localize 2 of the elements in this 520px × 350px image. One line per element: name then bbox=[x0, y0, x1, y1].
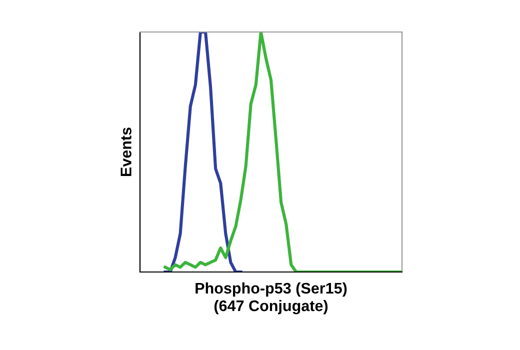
y-axis-title: Events bbox=[120, 128, 132, 176]
x-axis-title: Phospho-p53 (Ser15) (647 Conjugate) bbox=[196, 282, 347, 314]
